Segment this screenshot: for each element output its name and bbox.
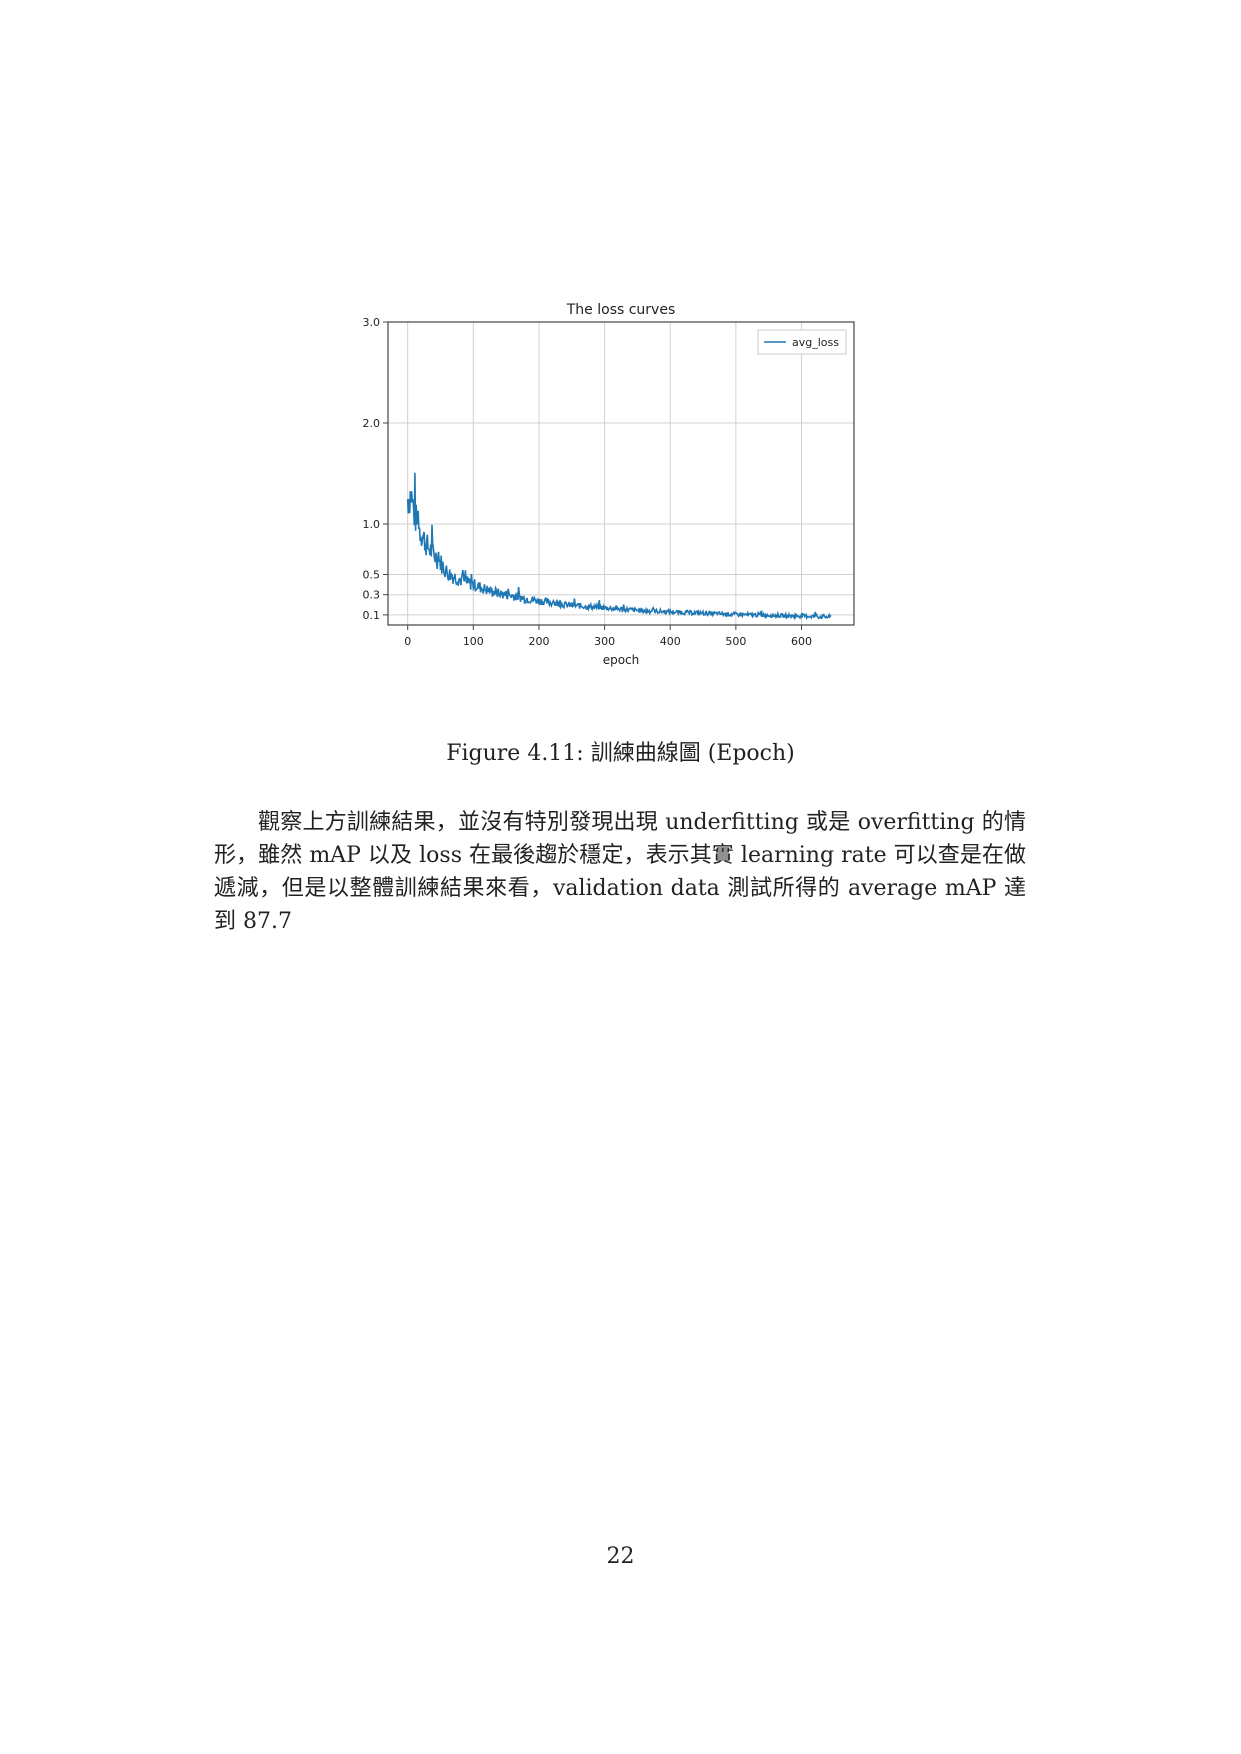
x-axis-label: epoch [603,653,640,667]
loss-chart: The loss curves 0 100 200 300 400 500 600 0.1 0.… [363,302,855,667]
avg-loss-line [406,472,832,621]
chart-title: The loss curves [566,302,676,318]
x-tick-label: 600 [791,635,812,648]
plot-frame [387,321,855,626]
x-tick-label: 300 [594,635,615,648]
body-paragraph: 觀察上方訓練結果，並沒有特別發現出現 underfitting 或是 overf… [214,810,1026,934]
grid [388,321,854,625]
x-tick-label: 0 [404,635,411,648]
y-tick-label: 0.5 [363,569,381,582]
legend: avg_loss [757,329,847,355]
y-tick-label: 1.0 [363,518,381,531]
figure-caption: Figure 4.11: 訓練曲線圖 (Epoch) [446,741,795,766]
axis-ticks: 0 100 200 300 400 500 600 0.1 0.3 0.5 1.0 2.0 3.0 [363,316,812,648]
legend-label: avg_loss [792,336,839,349]
loss-curves-figure: The loss curves 0 100 200 300 400 500 600 0.1 0.… [320,290,880,710]
x-tick-label: 500 [725,635,746,648]
x-tick-label: 100 [463,635,484,648]
y-tick-label: 2.0 [363,417,381,430]
x-tick-label: 200 [528,635,549,648]
x-tick-label: 400 [660,635,681,648]
y-tick-label: 0.3 [363,589,381,602]
page-number: 22 [606,1544,635,1569]
y-tick-label: 3.0 [363,316,381,329]
y-tick-label: 0.1 [363,609,381,622]
